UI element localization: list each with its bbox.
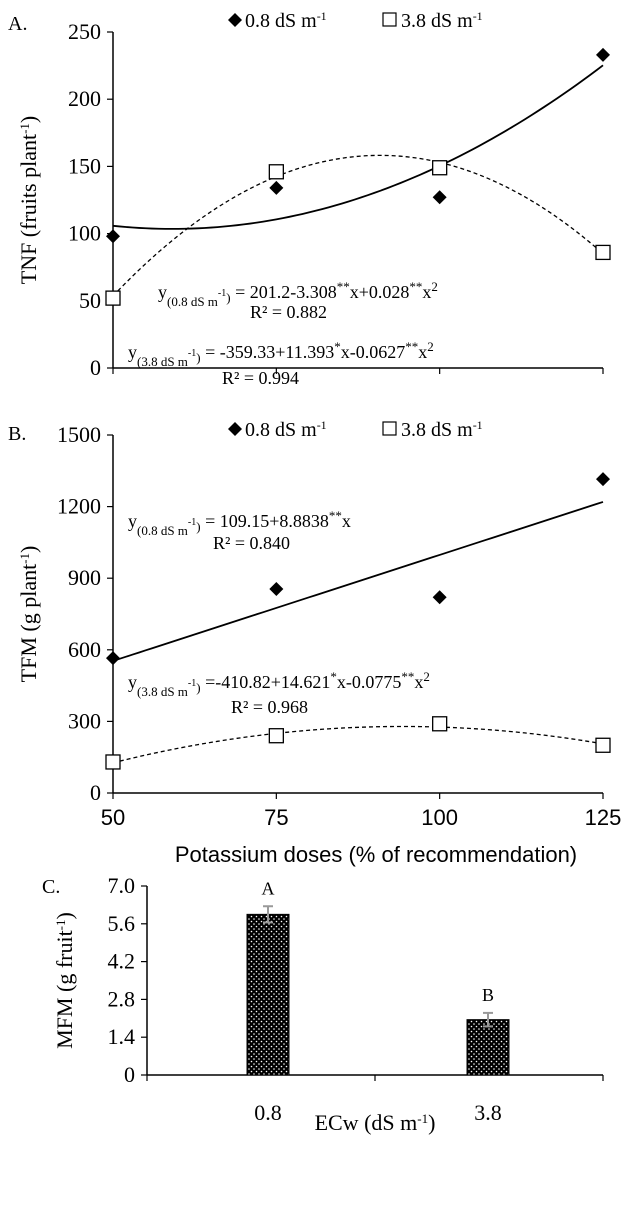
y-tick-label: 7.0: [108, 873, 136, 898]
data-point-3.8-dS: [595, 737, 611, 753]
bar-3.8: [466, 1019, 510, 1076]
trend-line-series-2: [112, 725, 604, 764]
y-tick-label: 0: [90, 355, 101, 380]
panel-c-mfm-chart: 0 1.4 2.8 4.2 5.6 7.0 A 0.8 B 3.8 ECw (dS m-1) MFM …: [42, 873, 604, 1135]
x-tick-label: 75: [264, 805, 288, 830]
legend: 0.8 dS m-1 3.8 dS m-1: [228, 9, 483, 32]
y-tick-label: 2.8: [108, 986, 136, 1011]
y-tick-label: 100: [68, 221, 101, 246]
data-point-3.8-dS: [432, 160, 448, 176]
y-tick-label: 200: [68, 86, 101, 111]
data-point-0.8-dS: [596, 47, 610, 62]
x-category-label: 3.8: [474, 1100, 502, 1125]
r-squared-1: R² = 0.882: [250, 302, 327, 322]
significance-letter: B: [482, 985, 494, 1005]
y-tick-label: 150: [68, 153, 101, 178]
x-tick-label: 125: [585, 805, 622, 830]
data-point-0.8-dS: [432, 590, 447, 605]
x-category-label: 0.8: [254, 1100, 282, 1125]
regression-equation-2: y(3.8 dS m-1) = -359.33+11.393*x-0.0627*…: [128, 339, 434, 369]
data-point-0.8-dS: [432, 190, 447, 205]
y-axis-label: TNF (fruits plant-1): [16, 116, 41, 285]
legend-diamond-marker: [228, 422, 242, 436]
data-point-0.8-dS: [269, 180, 284, 195]
regression-equation-1: y(0.8 dS m-1) = 109.15+8.8838**x: [128, 508, 351, 538]
trend-line-series-2: [112, 154, 604, 297]
r-squared-2: R² = 0.968: [231, 697, 308, 717]
data-point-3.8-dS: [268, 164, 284, 180]
y-axis-label: MFM (g fruit-1): [52, 912, 77, 1049]
trend-line-series-1: [112, 501, 604, 662]
panel-label: A.: [8, 13, 27, 35]
y-tick-label: 5.6: [108, 911, 136, 936]
data-point-3.8-dS: [105, 754, 121, 770]
r-squared-1: R² = 0.840: [213, 533, 290, 553]
data-point-0.8-dS: [269, 581, 284, 596]
y-axis-label: TFM (g plant-1): [16, 546, 41, 683]
y-tick-label: 0: [90, 780, 101, 805]
legend-label-3.8: 3.8 dS m-1: [401, 9, 483, 32]
legend: 0.8 dS m-1 3.8 dS m-1: [228, 418, 483, 441]
y-tick-label: 600: [68, 637, 101, 662]
legend-square-marker: [382, 421, 397, 436]
x-axis-label: Potassium doses (% of recommendation): [175, 842, 577, 867]
legend-diamond-marker: [228, 13, 242, 27]
bar-0.8: [246, 913, 290, 1076]
legend-label-0.8: 0.8 dS m-1: [245, 9, 327, 32]
r-squared-2: R² = 0.994: [222, 368, 299, 388]
data-point-3.8-dS: [432, 716, 448, 732]
data-point-3.8-dS: [595, 244, 611, 261]
legend-label-0.8: 0.8 dS m-1: [245, 418, 327, 441]
y-tick-label: 1.4: [108, 1024, 136, 1049]
y-tick-label: 1200: [57, 494, 101, 519]
panel-a-tnf-chart: 0 50 100 150 200 250 TNF (fruits plant-1) A. 0.8…: [8, 9, 611, 388]
x-tick-label: 50: [101, 805, 125, 830]
y-tick-label: 1500: [57, 422, 101, 447]
x-axis-label: ECw (dS m-1): [315, 1110, 436, 1135]
y-tick-label: 250: [68, 19, 101, 44]
y-tick-label: 0: [124, 1062, 135, 1087]
data-point-0.8-dS: [106, 229, 120, 244]
legend-square-marker: [382, 12, 397, 27]
data-point-0.8-dS: [596, 472, 610, 487]
data-point-3.8-dS: [105, 290, 121, 306]
x-tick-label: 100: [421, 805, 458, 830]
trend-line-series-1: [112, 64, 604, 230]
y-tick-label: 300: [68, 708, 101, 733]
significance-letter: A: [262, 878, 275, 898]
legend-label-3.8: 3.8 dS m-1: [401, 418, 483, 441]
regression-equation-1: y(0.8 dS m-1) = 201.2-3.308**x+0.028**x2: [158, 279, 438, 309]
y-tick-label: 50: [79, 288, 101, 313]
data-point-3.8-dS: [268, 728, 284, 744]
panel-b-tfm-chart: 0 300 600 900 1200 1500 50 75 100 125 TFM (g plant…: [8, 418, 621, 867]
panel-label: B.: [8, 423, 26, 445]
panel-label: C.: [42, 876, 60, 898]
regression-equation-2: y(3.8 dS m-1) =-410.82+14.621*x-0.0775**…: [128, 669, 430, 699]
data-point-0.8-dS: [106, 651, 120, 666]
y-tick-label: 4.2: [108, 949, 136, 974]
y-tick-label: 900: [68, 565, 101, 590]
